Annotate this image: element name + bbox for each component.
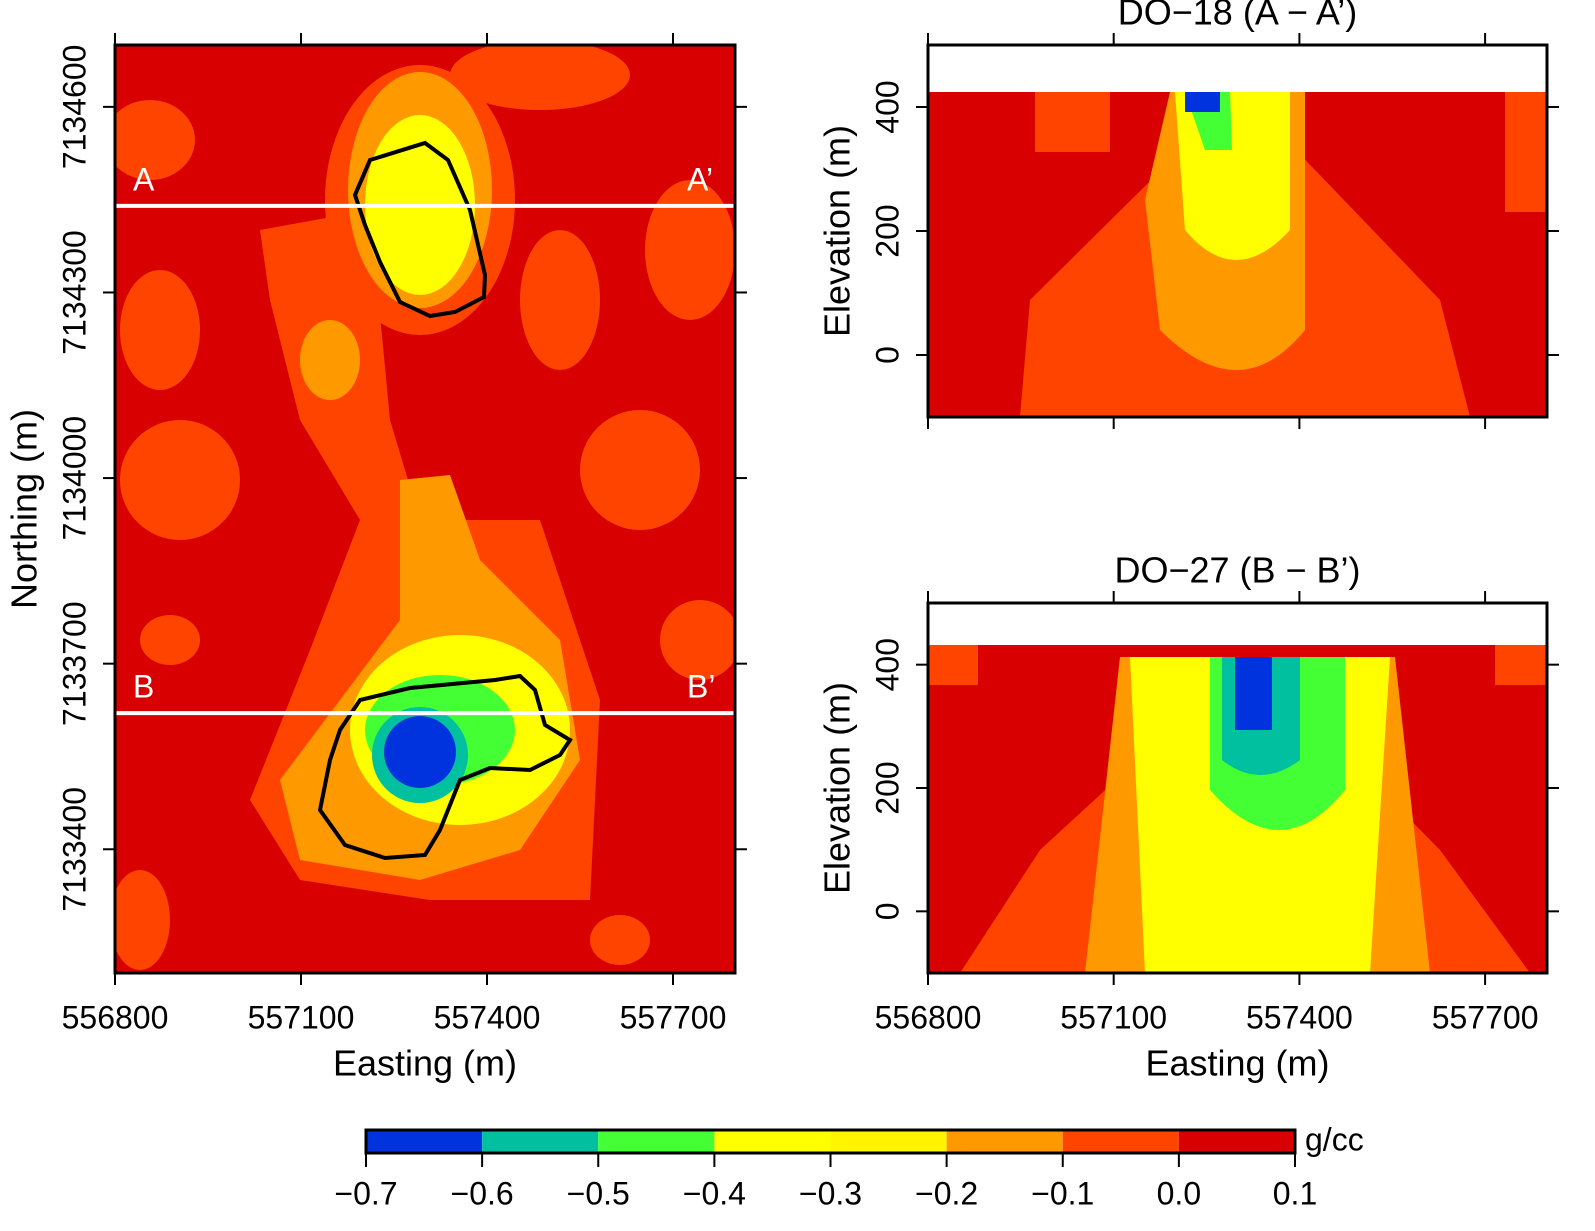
y-tick-label: 200 xyxy=(869,761,905,814)
colorbar-tick-label: −0.5 xyxy=(567,1175,630,1211)
colorbar-unit: g/cc xyxy=(1305,1121,1364,1157)
color-bin xyxy=(830,1130,947,1153)
y-tick-label: 7134000 xyxy=(56,416,92,541)
x-tick-label: 556800 xyxy=(62,999,169,1035)
x-tick-label: 557100 xyxy=(1060,999,1167,1035)
panel-title: DO−27 (B − B’) xyxy=(1114,550,1360,591)
color-bin xyxy=(1062,1130,1179,1153)
color-bin xyxy=(482,1130,599,1153)
panel-title: DO−18 (A − A’) xyxy=(1118,0,1357,33)
color-bin xyxy=(598,1130,715,1153)
section-a xyxy=(928,92,1547,417)
y-axis-label: Elevation (m) xyxy=(817,682,858,894)
y-tick-label: 200 xyxy=(869,204,905,257)
profile-start: A xyxy=(133,161,155,197)
color-bin xyxy=(714,1130,831,1153)
y-axis-label: Northing (m) xyxy=(4,409,45,609)
y-tick-label: 0 xyxy=(869,346,905,364)
y-tick-label: 7133400 xyxy=(56,787,92,912)
section-b xyxy=(928,645,1547,973)
frame xyxy=(113,43,737,975)
y-tick-label: 7134300 xyxy=(56,230,92,355)
colorbar-tick-label: 0.1 xyxy=(1273,1175,1317,1211)
colorbar-tick-label: −0.6 xyxy=(451,1175,514,1211)
x-tick-label: 557400 xyxy=(1246,999,1353,1035)
colorbar-tick-label: −0.2 xyxy=(915,1175,978,1211)
y-tick-label: 0 xyxy=(869,902,905,920)
colorbar-tick-label: −0.7 xyxy=(334,1175,397,1211)
profile-end: B’ xyxy=(687,669,715,705)
x-tick-label: 556800 xyxy=(875,999,982,1035)
x-axis-label: Easting (m) xyxy=(1145,1043,1329,1084)
y-axis-label: Elevation (m) xyxy=(817,125,858,337)
x-axis-label: Easting (m) xyxy=(333,1043,517,1084)
colorbar-tick-label: −0.1 xyxy=(1031,1175,1094,1211)
x-tick-label: 557400 xyxy=(434,999,541,1035)
profile-start: B xyxy=(133,669,154,705)
y-tick-label: 7133700 xyxy=(56,601,92,726)
x-tick-label: 557100 xyxy=(248,999,355,1035)
colorbar-tick-label: −0.4 xyxy=(683,1175,746,1211)
y-tick-label: 7134600 xyxy=(56,45,92,170)
density-map xyxy=(115,45,735,973)
colorbar-tick-label: 0.0 xyxy=(1157,1175,1201,1211)
color-bin xyxy=(946,1130,1063,1153)
color-bin xyxy=(1178,1130,1295,1153)
x-tick-label: 557700 xyxy=(620,999,727,1035)
color-bin xyxy=(366,1130,483,1153)
y-tick-label: 400 xyxy=(869,638,905,691)
profile-end: A’ xyxy=(687,161,713,197)
x-tick-label: 557700 xyxy=(1432,999,1539,1035)
y-tick-label: 400 xyxy=(869,80,905,133)
colorbar-tick-label: −0.3 xyxy=(799,1175,862,1211)
